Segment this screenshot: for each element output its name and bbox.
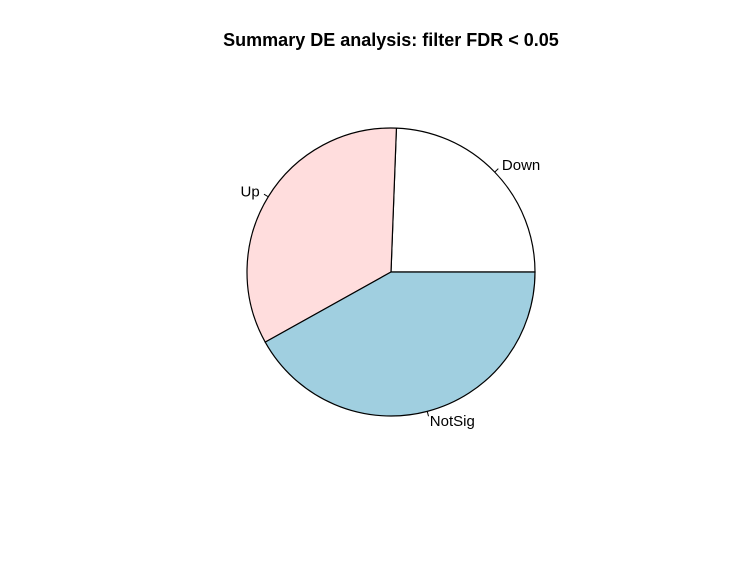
pie-label-down: Down [502, 157, 540, 174]
chart-title: Summary DE analysis: filter FDR < 0.05 [223, 30, 559, 50]
pie-slices [246, 127, 536, 417]
pie-label-notsig: NotSig [430, 413, 475, 430]
pie-slice-up [246, 127, 398, 343]
pie-label-tick-up [263, 193, 269, 198]
pie-label-tick-notsig [426, 411, 429, 417]
pie-slice-down [390, 127, 536, 273]
pie-labels: Down Up NotSig [241, 157, 541, 430]
pie-label-up: Up [241, 184, 260, 201]
pie-slice-notsig [264, 271, 536, 417]
pie-label-tick-down [494, 168, 499, 173]
